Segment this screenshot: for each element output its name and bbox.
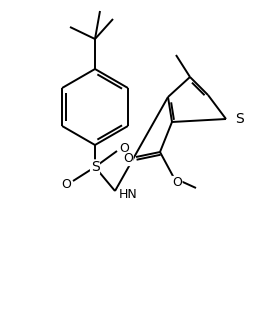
Text: HN: HN (119, 187, 138, 200)
Text: O: O (119, 141, 129, 154)
Text: S: S (235, 112, 244, 126)
Text: S: S (91, 160, 99, 174)
Text: O: O (61, 178, 71, 191)
Text: O: O (172, 177, 182, 190)
Text: O: O (123, 152, 133, 165)
